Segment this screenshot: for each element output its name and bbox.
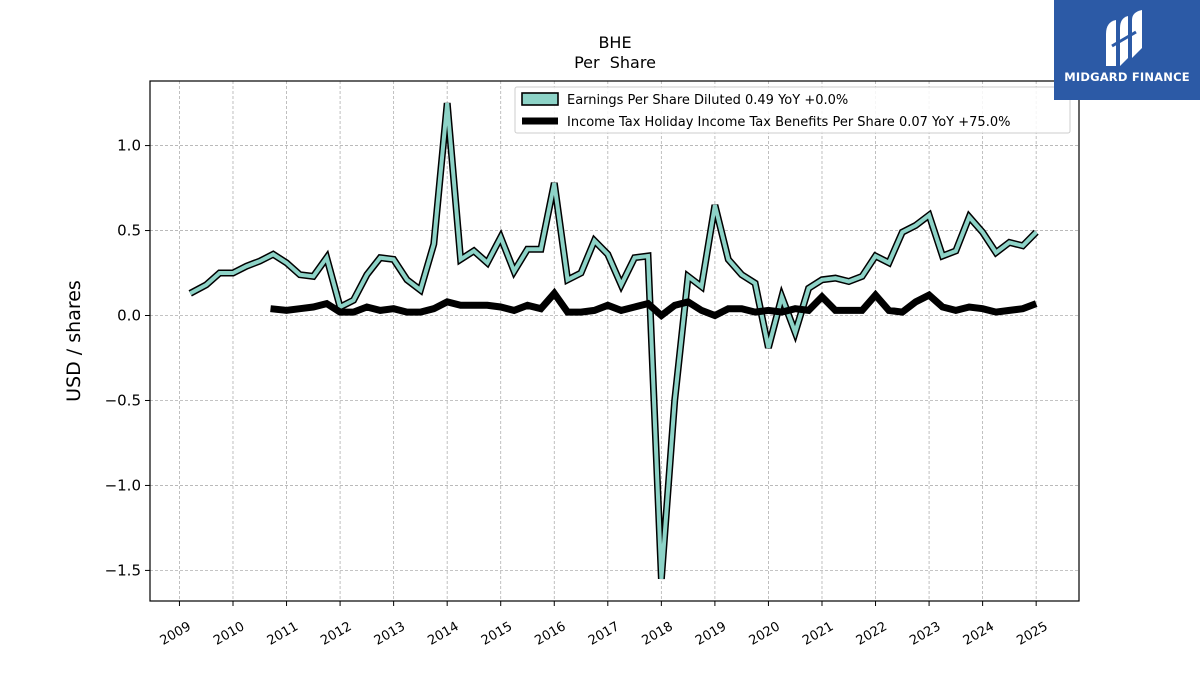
x-tick-label: 2018 <box>640 619 676 649</box>
plot-frame <box>149 80 1080 602</box>
x-tick-label: 2016 <box>532 619 568 649</box>
series-layer <box>188 102 1039 580</box>
x-tick-label: 2015 <box>479 619 515 649</box>
brand-logo: MIDGARD FINANCE <box>1054 0 1200 100</box>
x-tick-label: 2013 <box>372 619 408 649</box>
x-tick-label: 2012 <box>318 619 354 649</box>
grid <box>150 81 1079 601</box>
series-eps-line <box>189 102 1038 580</box>
midgard-m-mark-icon <box>1106 10 1142 66</box>
brand-name: MIDGARD FINANCE <box>1064 70 1190 84</box>
y-tick-label: −1.0 <box>105 476 141 494</box>
axes: 1.0 0.5 0.0 −0.5 −1.0 −1.5 2009 2010 2011 2012 201… <box>105 137 1051 649</box>
legend-label-tax-benefit: Income Tax Holiday Income Tax Benefits P… <box>567 115 1010 130</box>
series-eps-outline <box>188 102 1039 580</box>
legend-swatch-eps <box>521 92 559 106</box>
x-tick-label: 2025 <box>1014 619 1050 649</box>
legend: Earnings Per Share Diluted 0.49 YoY +0.0… <box>514 86 1071 134</box>
x-tick-label: 2022 <box>854 619 890 649</box>
legend-label-eps: Earnings Per Share Diluted 0.49 YoY +0.0… <box>567 93 848 108</box>
y-tick-label: 0.5 <box>117 222 141 240</box>
y-tick-label: 1.0 <box>117 137 141 155</box>
y-axis-label: USD / shares <box>63 280 85 402</box>
x-tick-label: 2014 <box>425 619 461 649</box>
x-tick-label: 2023 <box>907 619 943 649</box>
x-tick-label: 2020 <box>747 619 783 649</box>
chart-subtitle: Per Share <box>574 53 656 72</box>
y-tick-label: −1.5 <box>105 561 141 579</box>
x-tick-label: 2024 <box>961 619 997 649</box>
y-tick-label: 0.0 <box>117 307 141 325</box>
series-tax-benefit-line <box>270 287 1038 321</box>
x-tick-label: 2009 <box>158 619 194 649</box>
x-tick-label: 2017 <box>586 619 622 649</box>
chart-title: BHE <box>598 33 631 52</box>
y-tick-label: −0.5 <box>105 391 141 409</box>
x-tick-label: 2010 <box>211 619 247 649</box>
x-tick-label: 2021 <box>800 619 836 649</box>
legend-box <box>514 86 1071 134</box>
x-tick-label: 2011 <box>265 619 301 649</box>
x-tick-label: 2019 <box>693 619 729 649</box>
